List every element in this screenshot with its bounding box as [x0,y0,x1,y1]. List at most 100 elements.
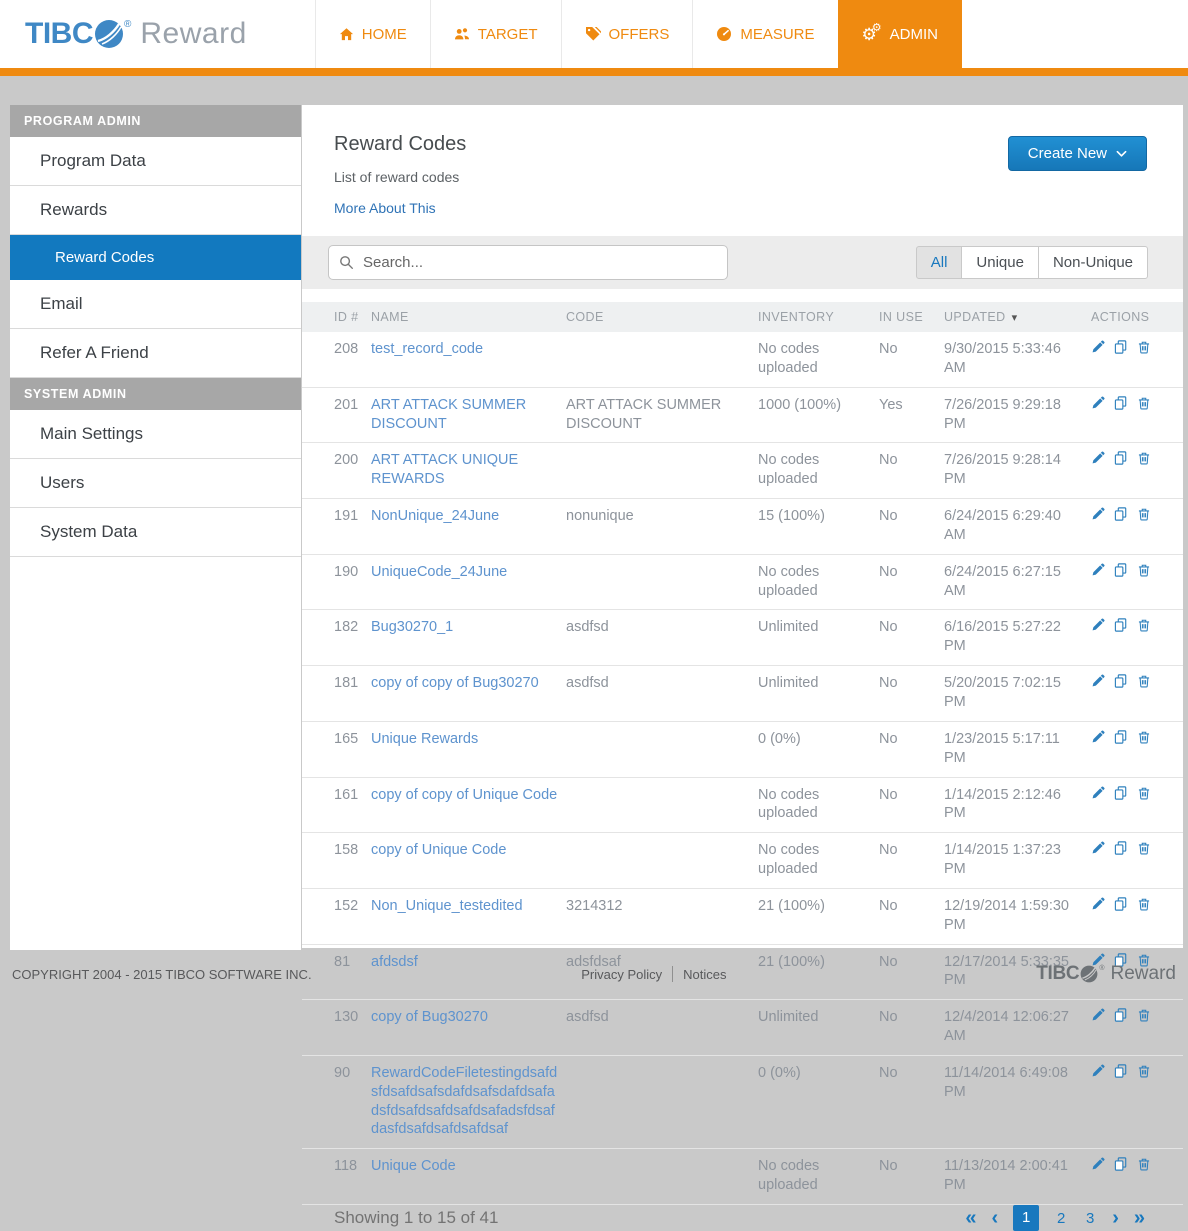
edit-icon[interactable] [1091,1008,1105,1022]
column-header-updated[interactable]: UPDATED ▾ [944,302,1091,332]
reward-name-link[interactable]: copy of copy of Bug30270 [371,675,539,692]
sidebar-item-users[interactable]: Users [10,459,301,508]
delete-icon[interactable] [1137,451,1151,465]
edit-icon[interactable] [1091,841,1105,855]
copy-icon[interactable] [1114,730,1128,744]
column-header-in-use[interactable]: IN USE [879,302,944,332]
column-header-inventory[interactable]: INVENTORY [758,302,879,332]
reward-name-link[interactable]: ART ATTACK SUMMER DISCOUNT [371,396,527,432]
delete-icon[interactable] [1137,507,1151,521]
delete-icon[interactable] [1137,730,1151,744]
delete-icon[interactable] [1137,674,1151,688]
tab-home[interactable]: HOME [314,0,430,68]
prev-page-icon[interactable]: ‹ [991,1207,999,1229]
filter-button-all[interactable]: All [915,246,963,279]
reward-name-link[interactable]: UniqueCode_24June [371,563,508,580]
sidebar-item-email[interactable]: Email [10,280,301,329]
reward-name-link[interactable]: copy of Unique Code [371,842,507,859]
reward-name-link[interactable]: Non_Unique_testedited [371,897,523,914]
edit-icon[interactable] [1091,563,1105,577]
copy-icon[interactable] [1114,841,1128,855]
first-page-icon[interactable]: « [965,1207,977,1229]
sidebar-item-system-data[interactable]: System Data [10,508,301,557]
copy-icon[interactable] [1114,897,1128,911]
column-header-id[interactable]: ID # [302,302,371,332]
edit-icon[interactable] [1091,730,1105,744]
sidebar-item-reward-codes[interactable]: Reward Codes [10,235,301,280]
tab-admin[interactable]: ⚙ ⚙ ADMIN [837,0,962,68]
more-about-this-link[interactable]: More About This [334,200,436,216]
edit-icon[interactable] [1091,1157,1105,1171]
reward-name-link[interactable]: RewardCodeFiletestingdsafdsfdsafdsafsdaf… [371,1064,558,1138]
footer-link-notices[interactable]: Notices [683,966,727,982]
next-page-icon[interactable]: › [1112,1207,1119,1229]
page-button-3[interactable]: 3 [1086,1209,1095,1227]
reward-name-link[interactable]: NonUnique_24June [371,508,500,525]
sidebar-item-program-data[interactable]: Program Data [10,137,301,186]
delete-icon[interactable] [1137,786,1151,800]
copy-icon[interactable] [1114,785,1128,800]
reward-name-link[interactable]: Bug30270_1 [371,619,454,636]
copy-icon[interactable] [1114,1064,1128,1078]
edit-icon[interactable] [1091,340,1105,354]
copy-icon[interactable] [1114,674,1128,688]
copy-icon[interactable] [1114,1008,1128,1022]
delete-icon[interactable] [1137,396,1151,410]
copy-icon[interactable] [1114,618,1128,633]
cell-in-use: No [879,721,944,778]
delete-icon[interactable] [1137,618,1151,632]
edit-icon[interactable] [1091,451,1105,465]
sidebar-item-main-settings[interactable]: Main Settings [10,410,301,459]
reward-name-link[interactable]: copy of copy of Unique Code [371,786,558,803]
search-input[interactable] [328,245,728,280]
delete-icon[interactable] [1137,340,1151,354]
create-new-button[interactable]: Create New [1007,136,1147,171]
column-header-name[interactable]: NAME [371,302,566,332]
tab-target[interactable]: TARGET [429,0,561,68]
cell-inventory: No codes uploaded [758,1148,879,1205]
delete-icon[interactable] [1137,953,1151,967]
column-header-code[interactable]: CODE [566,302,758,332]
edit-icon[interactable] [1091,897,1105,911]
cell-in-use: No [879,554,944,611]
edit-icon[interactable] [1091,674,1105,688]
reward-name-link[interactable]: Unique Code [371,1158,456,1175]
copy-icon[interactable] [1114,507,1128,521]
sidebar-item-rewards[interactable]: Rewards [10,186,301,235]
delete-icon[interactable] [1137,563,1151,577]
delete-icon[interactable] [1137,897,1151,911]
edit-icon[interactable] [1091,618,1105,632]
reward-name-link[interactable]: test_record_code [371,341,484,357]
page-button-2[interactable]: 2 [1057,1209,1066,1227]
edit-icon[interactable] [1091,507,1105,521]
tab-measure[interactable]: MEASURE [692,0,837,68]
edit-icon[interactable] [1091,953,1105,967]
sidebar-item-refer-a-friend[interactable]: Refer A Friend [10,329,301,378]
edit-icon[interactable] [1091,1064,1105,1078]
reward-name-link[interactable]: ART ATTACK UNIQUE REWARDS [371,452,519,488]
reward-name-link[interactable]: copy of Bug30270 [371,1009,488,1026]
footer-link-privacy-policy[interactable]: Privacy Policy [581,966,663,982]
filter-button-non-unique[interactable]: Non-Unique [1037,246,1148,279]
copy-icon[interactable] [1114,563,1128,577]
copy-icon[interactable] [1114,340,1128,354]
reward-name-link[interactable]: afdsdsf [371,953,418,970]
footer-tibco-reward-logo: TIBC ® Reward [1036,963,1176,985]
delete-icon[interactable] [1137,1064,1151,1078]
reward-name-link[interactable]: Unique Rewards [371,730,479,747]
last-page-icon[interactable]: » [1133,1207,1145,1229]
page-button-1[interactable]: 1 [1013,1205,1040,1231]
copy-icon[interactable] [1114,451,1128,466]
delete-icon[interactable] [1137,841,1151,855]
column-header-actions[interactable]: ACTIONS [1091,302,1183,332]
delete-icon[interactable] [1137,1157,1151,1171]
copy-icon[interactable] [1114,1157,1128,1172]
edit-icon[interactable] [1091,785,1105,800]
tab-offers[interactable]: OFFERS [560,0,693,68]
copy-icon[interactable] [1114,395,1128,410]
filter-button-unique[interactable]: Unique [961,246,1039,279]
cell-id: 90 [302,1055,371,1150]
copy-icon[interactable] [1114,952,1128,967]
delete-icon[interactable] [1137,1008,1151,1022]
edit-icon[interactable] [1091,396,1105,410]
